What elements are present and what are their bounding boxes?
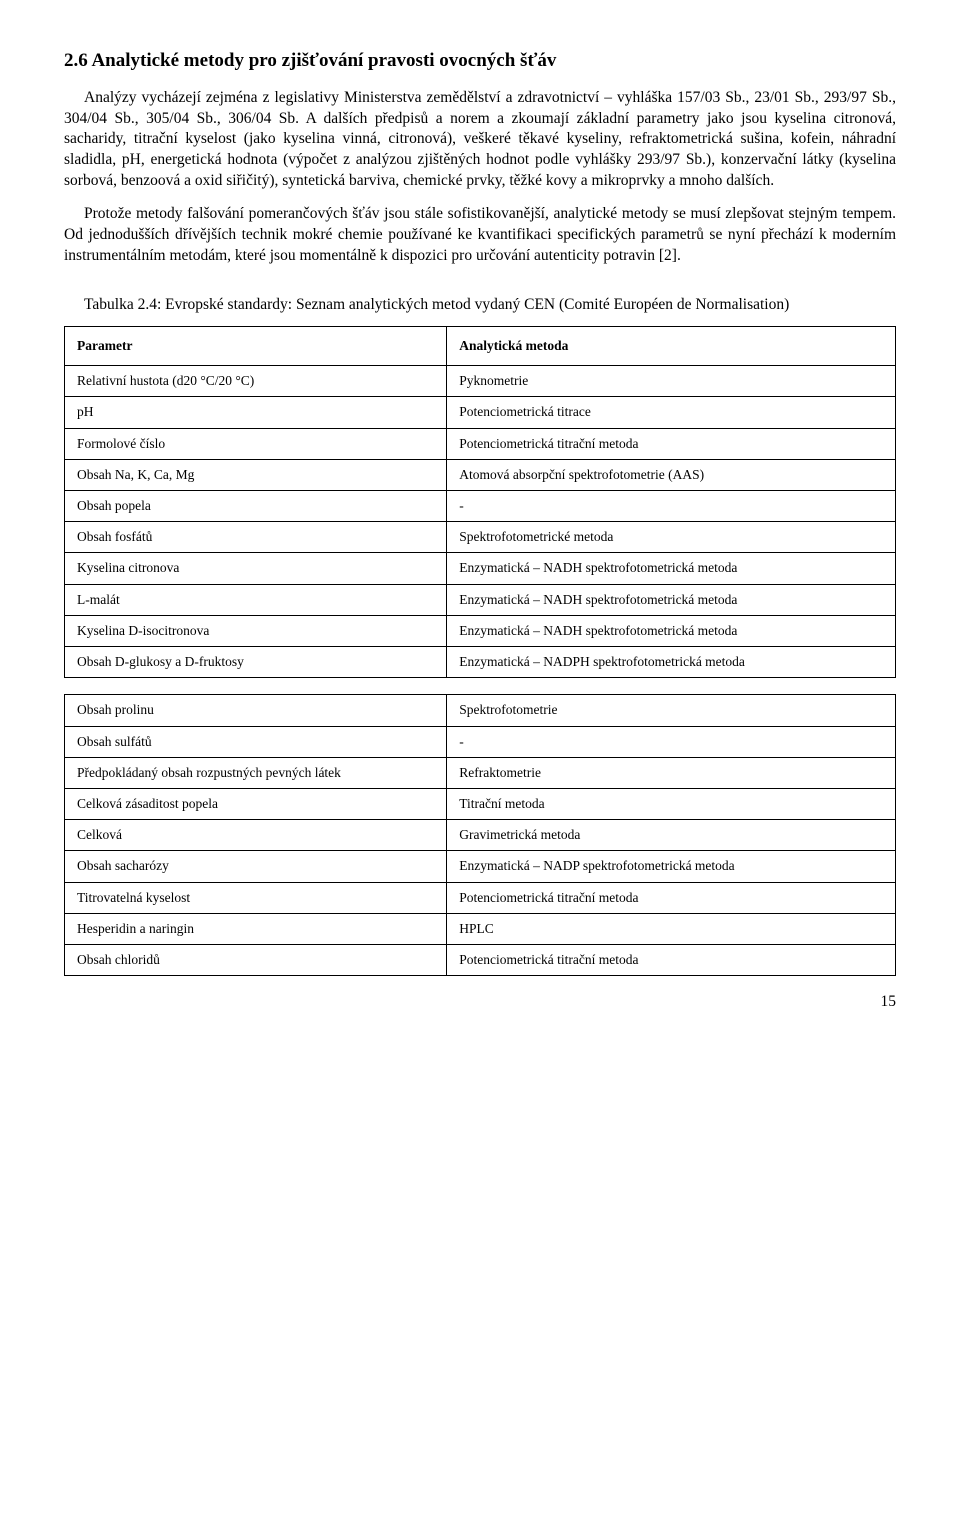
- table-cell: Titrační metoda: [447, 789, 896, 820]
- table-cell: Spektrofotometrické metoda: [447, 522, 896, 553]
- table-row: Obsah chloridůPotenciometrická titrační …: [65, 945, 896, 976]
- table-row: Relativní hustota (d20 °C/20 °C)Pyknomet…: [65, 366, 896, 397]
- table-cell: Obsah fosfátů: [65, 522, 447, 553]
- table-row: Obsah fosfátůSpektrofotometrické metoda: [65, 522, 896, 553]
- table-cell: Celková: [65, 820, 447, 851]
- table-cell: Potenciometrická titrace: [447, 397, 896, 428]
- table-cell: Potenciometrická titrační metoda: [447, 428, 896, 459]
- table-cell: Hesperidin a naringin: [65, 913, 447, 944]
- page-number: 15: [64, 992, 896, 1013]
- table-cell: Obsah Na, K, Ca, Mg: [65, 459, 447, 490]
- table-header-row: Parametr Analytická metoda: [65, 326, 896, 365]
- table-caption: Tabulka 2.4: Evropské standardy: Seznam …: [64, 295, 896, 316]
- table-cell: Enzymatická – NADH spektrofotometrická m…: [447, 584, 896, 615]
- table-cell: Potenciometrická titrační metoda: [447, 945, 896, 976]
- table-row: Obsah Na, K, Ca, MgAtomová absorpční spe…: [65, 459, 896, 490]
- section-heading: 2.6 Analytické metody pro zjišťování pra…: [64, 48, 896, 74]
- table-cell: Celková zásaditost popela: [65, 789, 447, 820]
- table-cell: Kyselina D-isocitronova: [65, 615, 447, 646]
- table-row: pHPotenciometrická titrace: [65, 397, 896, 428]
- table-cell: -: [447, 726, 896, 757]
- table-row: Formolové čísloPotenciometrická titrační…: [65, 428, 896, 459]
- table-row: Hesperidin a naringinHPLC: [65, 913, 896, 944]
- methods-table-2: Obsah prolinuSpektrofotometrieObsah sulf…: [64, 694, 896, 976]
- table-cell: Refraktometrie: [447, 757, 896, 788]
- table-cell: Formolové číslo: [65, 428, 447, 459]
- table-row: Kyselina citronovaEnzymatická – NADH spe…: [65, 553, 896, 584]
- table-cell: Atomová absorpční spektrofotometrie (AAS…: [447, 459, 896, 490]
- table-row: Obsah D-glukosy a D-fruktosyEnzymatická …: [65, 647, 896, 678]
- paragraph-2: Protože metody falšování pomerančových š…: [64, 204, 896, 267]
- table-cell: Potenciometrická titrační metoda: [447, 882, 896, 913]
- table-cell: pH: [65, 397, 447, 428]
- table-cell: Enzymatická – NADH spektrofotometrická m…: [447, 615, 896, 646]
- table-cell: L-malát: [65, 584, 447, 615]
- header-method: Analytická metoda: [447, 326, 896, 365]
- table-row: Obsah popela-: [65, 491, 896, 522]
- table-row: Titrovatelná kyselostPotenciometrická ti…: [65, 882, 896, 913]
- table-cell: Titrovatelná kyselost: [65, 882, 447, 913]
- table-cell: Pyknometrie: [447, 366, 896, 397]
- methods-table-1: Parametr Analytická metoda Relativní hus…: [64, 326, 896, 678]
- table-cell: Enzymatická – NADPH spektrofotometrická …: [447, 647, 896, 678]
- table-cell: Obsah sulfátů: [65, 726, 447, 757]
- paragraph-1: Analýzy vycházejí zejména z legislativy …: [64, 88, 896, 193]
- table-row: Obsah sacharózyEnzymatická – NADP spektr…: [65, 851, 896, 882]
- table-cell: Obsah sacharózy: [65, 851, 447, 882]
- table-cell: Kyselina citronova: [65, 553, 447, 584]
- table-cell: HPLC: [447, 913, 896, 944]
- table-row: Obsah prolinuSpektrofotometrie: [65, 695, 896, 726]
- table-row: Kyselina D-isocitronovaEnzymatická – NAD…: [65, 615, 896, 646]
- table-cell: Obsah prolinu: [65, 695, 447, 726]
- table-row: Obsah sulfátů-: [65, 726, 896, 757]
- header-parameter: Parametr: [65, 326, 447, 365]
- table-row: Celková zásaditost popelaTitrační metoda: [65, 789, 896, 820]
- table-cell: Obsah popela: [65, 491, 447, 522]
- table-cell: Spektrofotometrie: [447, 695, 896, 726]
- table-cell: Relativní hustota (d20 °C/20 °C): [65, 366, 447, 397]
- table-row: CelkováGravimetrická metoda: [65, 820, 896, 851]
- table-cell: Enzymatická – NADP spektrofotometrická m…: [447, 851, 896, 882]
- table-cell: Enzymatická – NADH spektrofotometrická m…: [447, 553, 896, 584]
- table-row: Předpokládaný obsah rozpustných pevných …: [65, 757, 896, 788]
- table-cell: Předpokládaný obsah rozpustných pevných …: [65, 757, 447, 788]
- table-row: L-malátEnzymatická – NADH spektrofotomet…: [65, 584, 896, 615]
- table-cell: Obsah D-glukosy a D-fruktosy: [65, 647, 447, 678]
- table-cell: Gravimetrická metoda: [447, 820, 896, 851]
- table-cell: -: [447, 491, 896, 522]
- table-cell: Obsah chloridů: [65, 945, 447, 976]
